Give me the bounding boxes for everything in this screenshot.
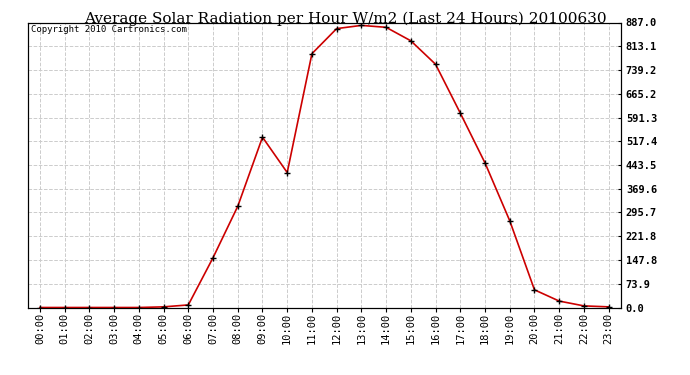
Text: Copyright 2010 Cartronics.com: Copyright 2010 Cartronics.com: [30, 26, 186, 34]
Text: Average Solar Radiation per Hour W/m2 (Last 24 Hours) 20100630: Average Solar Radiation per Hour W/m2 (L…: [83, 11, 607, 26]
